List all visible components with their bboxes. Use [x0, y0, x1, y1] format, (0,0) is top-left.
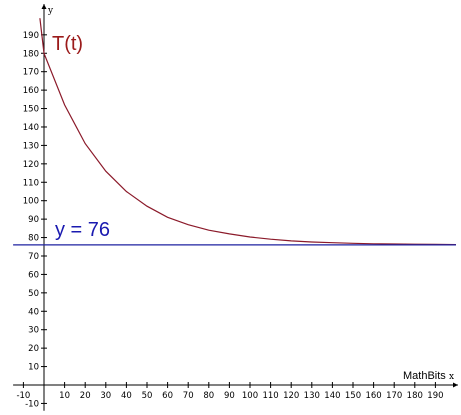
curves: [13, 18, 457, 246]
y-tick-label: 90: [28, 215, 39, 225]
x-tick-label: 60: [162, 391, 173, 401]
y-tick-label: -10: [25, 399, 39, 409]
y-tick-label: 40: [28, 307, 39, 317]
y-tick-label: 130: [23, 141, 39, 151]
y-tick-label: 50: [28, 289, 39, 299]
x-tick-label: 170: [386, 391, 402, 401]
x-tick-label: 180: [407, 391, 423, 401]
y-tick-label: 20: [28, 344, 39, 354]
y-tick-label: 140: [23, 123, 39, 133]
x-tick-label: 100: [242, 391, 258, 401]
y-tick-label: 190: [23, 31, 39, 41]
x-tick-label: -10: [16, 391, 30, 401]
axes: [13, 4, 458, 411]
asymptote-label: y = 76: [55, 219, 110, 241]
x-tick-label: 80: [203, 391, 214, 401]
x-tick-label: 130: [304, 391, 320, 401]
x-tick-label: 160: [365, 391, 381, 401]
x-tick-label: 150: [345, 391, 361, 401]
x-tick-label: 20: [80, 391, 91, 401]
y-tick-label: 150: [23, 105, 39, 115]
y-tick-label: 60: [28, 270, 39, 280]
x-axis-label: x: [449, 372, 454, 382]
y-tick-label: 100: [23, 197, 39, 207]
y-tick-label: 80: [28, 234, 39, 244]
curve-label: T(t): [52, 33, 83, 55]
y-tick-label: 70: [28, 252, 39, 262]
x-tick-label: 30: [100, 391, 111, 401]
y-axis-label: y: [47, 6, 54, 16]
ticks: -10 10 20 30 40 50 60 70 80 90 100 110 120 130 140 150 1…: [16, 31, 443, 410]
labels: y x MathBits T(t) y = 76: [47, 6, 454, 382]
y-tick-label: 180: [23, 49, 39, 59]
x-tick-label: 190: [427, 391, 443, 401]
x-tick-label: 110: [262, 391, 278, 401]
x-tick-label: 10: [59, 391, 70, 401]
x-tick-label: 50: [142, 391, 153, 401]
y-tick-label: 120: [23, 160, 39, 170]
y-tick-label: 110: [23, 178, 39, 188]
x-tick-label: 40: [121, 391, 132, 401]
y-tick-label: 170: [23, 68, 39, 78]
x-tick-label: 140: [324, 391, 340, 401]
y-tick-label: 10: [28, 363, 39, 373]
watermark: MathBits: [403, 370, 446, 382]
y-tick-label: 160: [23, 86, 39, 96]
x-tick-label: 120: [283, 391, 299, 401]
x-tick-label: 70: [183, 391, 194, 401]
y-tick-label: 30: [28, 326, 39, 336]
y-axis-arrow: [41, 4, 47, 9]
x-axis-arrow: [453, 382, 458, 388]
series-curve-T: [39, 18, 457, 246]
x-tick-label: 90: [224, 391, 235, 401]
